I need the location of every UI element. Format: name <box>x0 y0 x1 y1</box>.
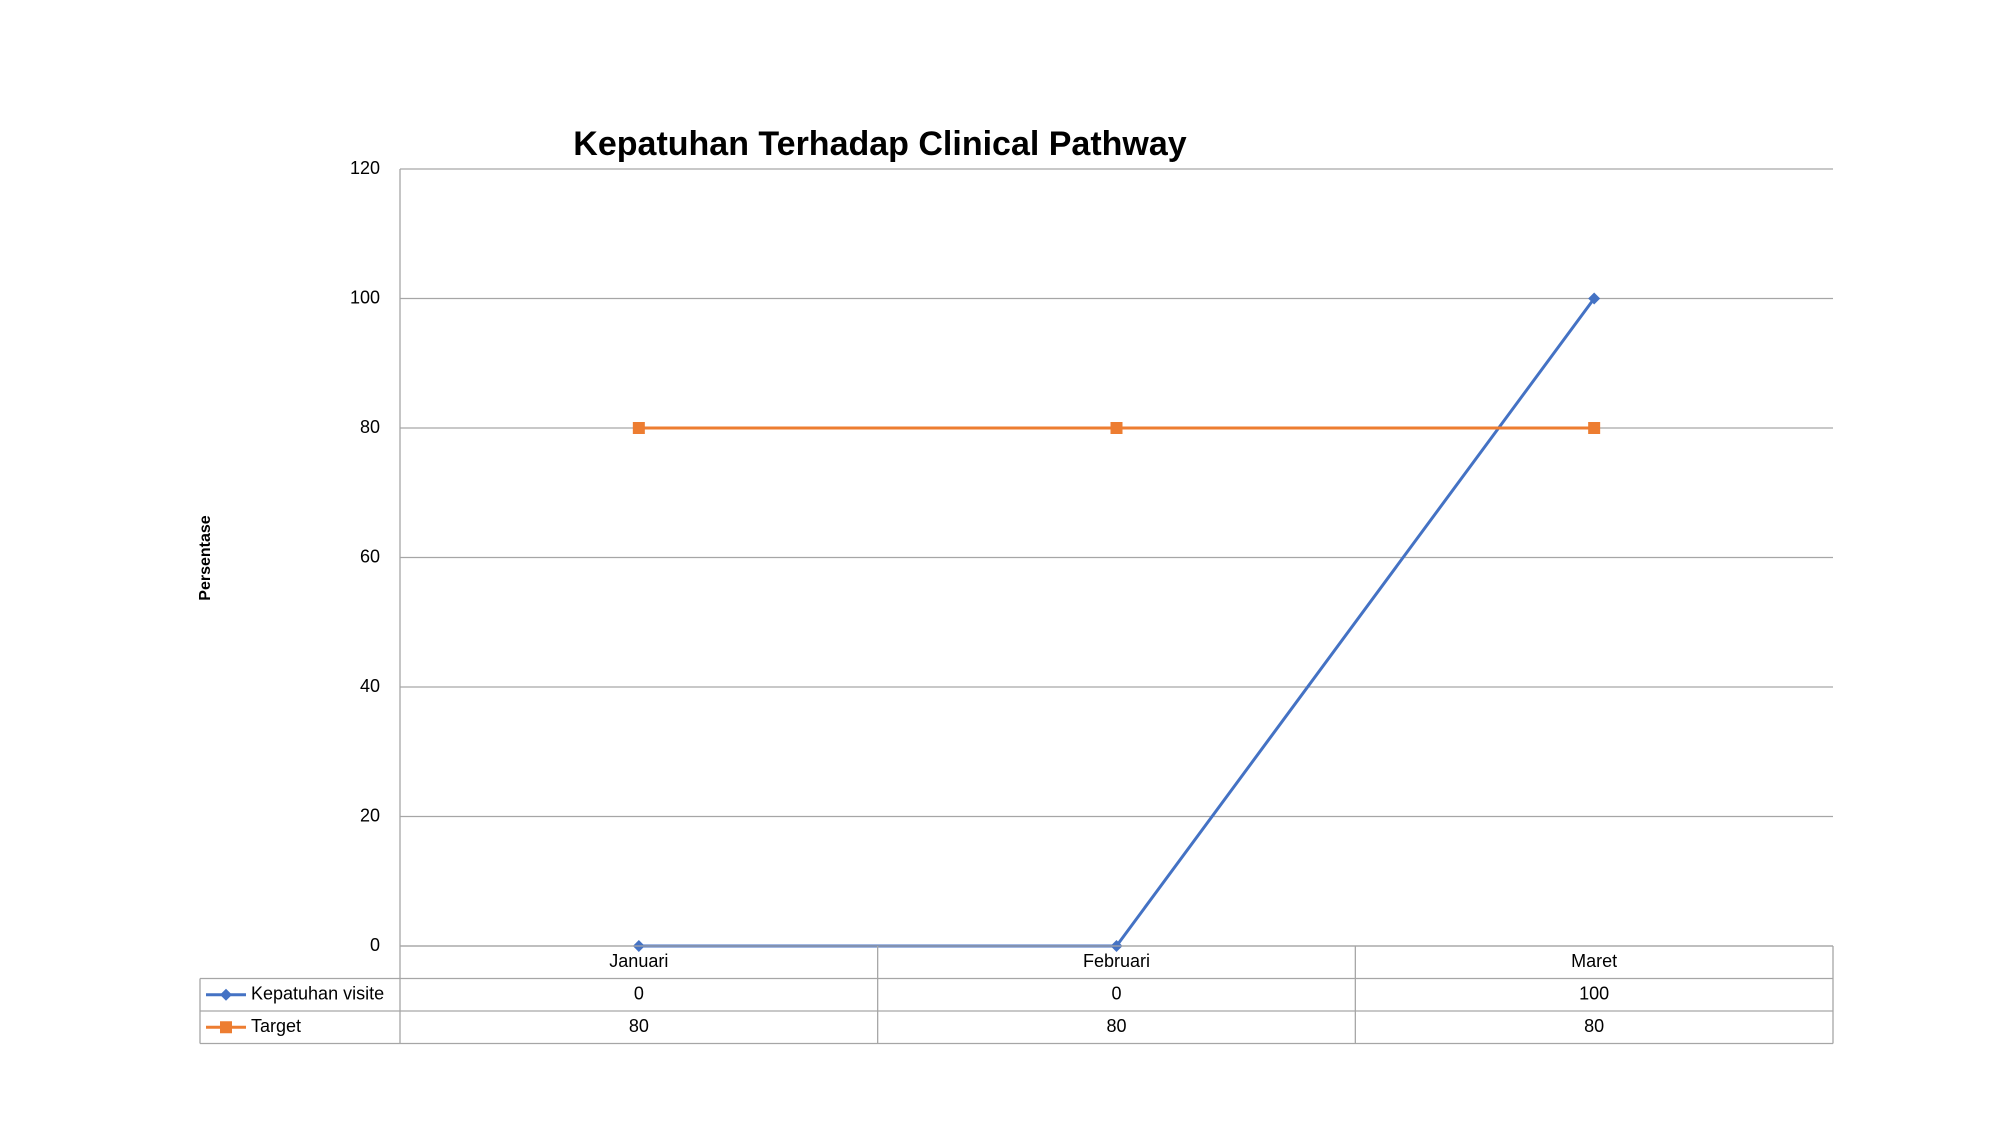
table-value: 0 <box>634 984 644 1004</box>
table-value: 80 <box>1106 1016 1126 1036</box>
data-point <box>632 422 645 434</box>
y-tick-label: 60 <box>360 546 380 566</box>
series-line <box>638 297 1596 948</box>
y-tick-label: 40 <box>360 676 380 696</box>
y-axis-label: Persentase <box>197 515 214 600</box>
legend-marker <box>220 988 232 1001</box>
x-tick-label: Maret <box>1571 951 1617 971</box>
y-tick-label: 100 <box>350 287 380 307</box>
legend-label: Kepatuhan visite <box>251 984 384 1004</box>
y-tick-label: 80 <box>360 417 380 437</box>
table-value: 0 <box>1111 984 1121 1004</box>
table-value: 80 <box>629 1016 649 1036</box>
legend-marker <box>220 1021 232 1034</box>
y-tick-label: 20 <box>360 805 380 825</box>
y-tick-label: 120 <box>350 158 380 178</box>
data-point <box>1588 292 1601 305</box>
legend-label: Target <box>251 1016 301 1036</box>
table-value: 80 <box>1584 1016 1604 1036</box>
x-tick-label: Februari <box>1083 951 1150 971</box>
x-tick-label: Januari <box>609 951 668 971</box>
table-value: 100 <box>1579 984 1609 1004</box>
chart-title: Kepatuhan Terhadap Clinical Pathway <box>573 125 1186 163</box>
data-point <box>1110 422 1123 434</box>
y-tick-label: 0 <box>370 935 380 955</box>
data-point <box>1588 422 1601 434</box>
